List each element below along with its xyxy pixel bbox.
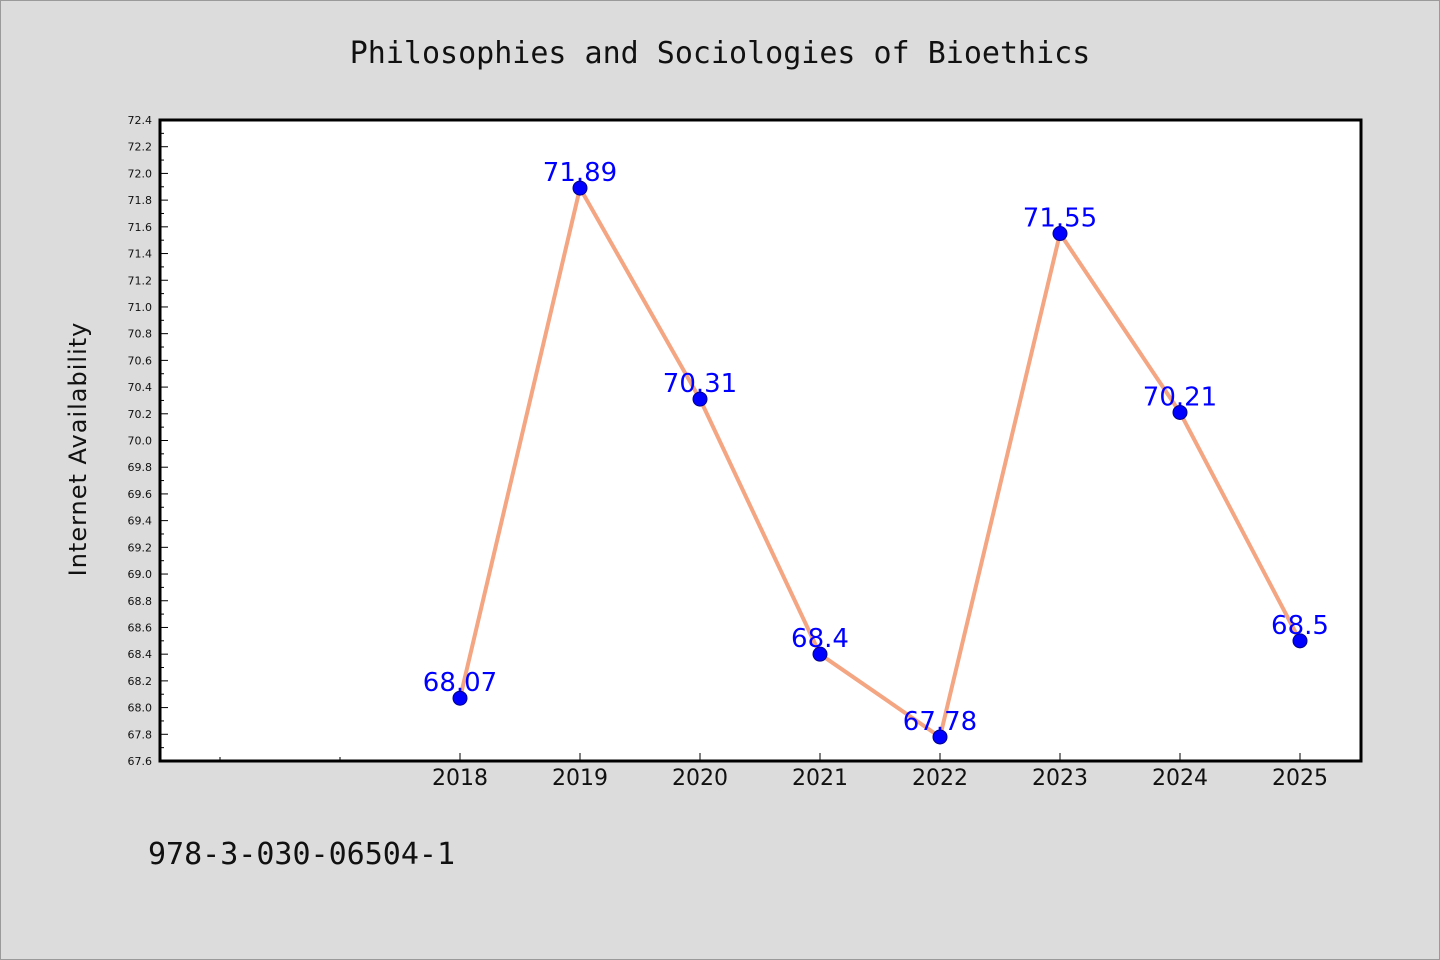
data-label: 70.21 (1143, 382, 1217, 412)
x-tick-label: 2022 (912, 766, 968, 791)
data-label: 67.78 (903, 707, 977, 737)
x-axis: 2018 2019 2020 2021 2022 2023 2024 2025 (219, 753, 1328, 791)
data-point-marker (452, 690, 468, 706)
data-point-marker (812, 646, 828, 662)
data-labels: 68.07 71.89 70.31 68.4 67.78 71.55 70.21 68.5 (423, 158, 1329, 737)
y-tick-label: 71.2 (128, 274, 153, 287)
y-tick-label: 68.4 (128, 648, 153, 661)
data-label: 71.89 (543, 158, 617, 188)
series-line (458, 186, 1302, 739)
y-tick-label: 71.6 (128, 221, 153, 234)
y-tick-label: 72.2 (128, 141, 153, 154)
chart-title: Philosophies and Sociologies of Bioethic… (350, 36, 1091, 71)
plot-area (158, 118, 1363, 763)
y-tick-label: 69.0 (128, 568, 153, 581)
data-point-marker (1052, 226, 1068, 242)
x-tick-label: 2020 (672, 766, 728, 791)
y-tick-label: 70.4 (128, 381, 153, 394)
data-label: 68.4 (791, 624, 849, 654)
data-label: 68.5 (1271, 611, 1329, 641)
y-tick-label: 70.0 (128, 435, 153, 448)
y-tick-label: 67.8 (128, 728, 153, 741)
y-tick-label: 68.0 (128, 702, 153, 715)
y-tick-label: 71.8 (128, 194, 153, 207)
y-tick-label: 69.2 (128, 541, 153, 554)
y-tick-label: 68.8 (128, 595, 153, 608)
data-label: 71.55 (1023, 204, 1097, 234)
x-tick-label: 2024 (1152, 766, 1208, 791)
data-label: 70.31 (663, 369, 737, 399)
y-axis-label: Internet Availability (64, 322, 92, 577)
x-tick-label: 2023 (1032, 766, 1088, 791)
y-tick-label: 70.8 (128, 328, 153, 341)
data-point-marker (572, 180, 588, 196)
y-tick-label: 72.4 (128, 114, 153, 127)
series-markers (452, 180, 1308, 745)
data-point-marker (1172, 404, 1188, 420)
x-tick-label: 2018 (432, 766, 488, 791)
data-label: 68.07 (423, 668, 497, 698)
y-tick-label: 71.4 (128, 248, 153, 261)
y-tick-label: 68.6 (128, 621, 153, 634)
data-point-marker (1292, 633, 1308, 649)
y-tick-label: 69.8 (128, 461, 153, 474)
footer-isbn: 978-3-030-06504-1 (148, 837, 455, 872)
data-point-marker (692, 391, 708, 407)
y-tick-label: 67.6 (128, 755, 153, 768)
y-tick-label: 72.0 (128, 167, 153, 180)
data-point-marker (932, 729, 948, 745)
y-tick-label: 70.2 (128, 408, 153, 421)
y-tick-label: 71.0 (128, 301, 153, 314)
series-line-path (458, 186, 1302, 739)
y-axis: 67.6 67.8 68.0 68.2 68.4 68.6 68.8 69.0 69.2 69.4… (128, 114, 168, 768)
y-tick-label: 69.4 (128, 515, 153, 528)
x-tick-label: 2025 (1272, 766, 1328, 791)
y-tick-label: 70.6 (128, 354, 153, 367)
x-tick-label: 2019 (552, 766, 608, 791)
y-tick-label: 68.2 (128, 675, 153, 688)
x-tick-label: 2021 (792, 766, 848, 791)
y-tick-label: 69.6 (128, 488, 153, 501)
